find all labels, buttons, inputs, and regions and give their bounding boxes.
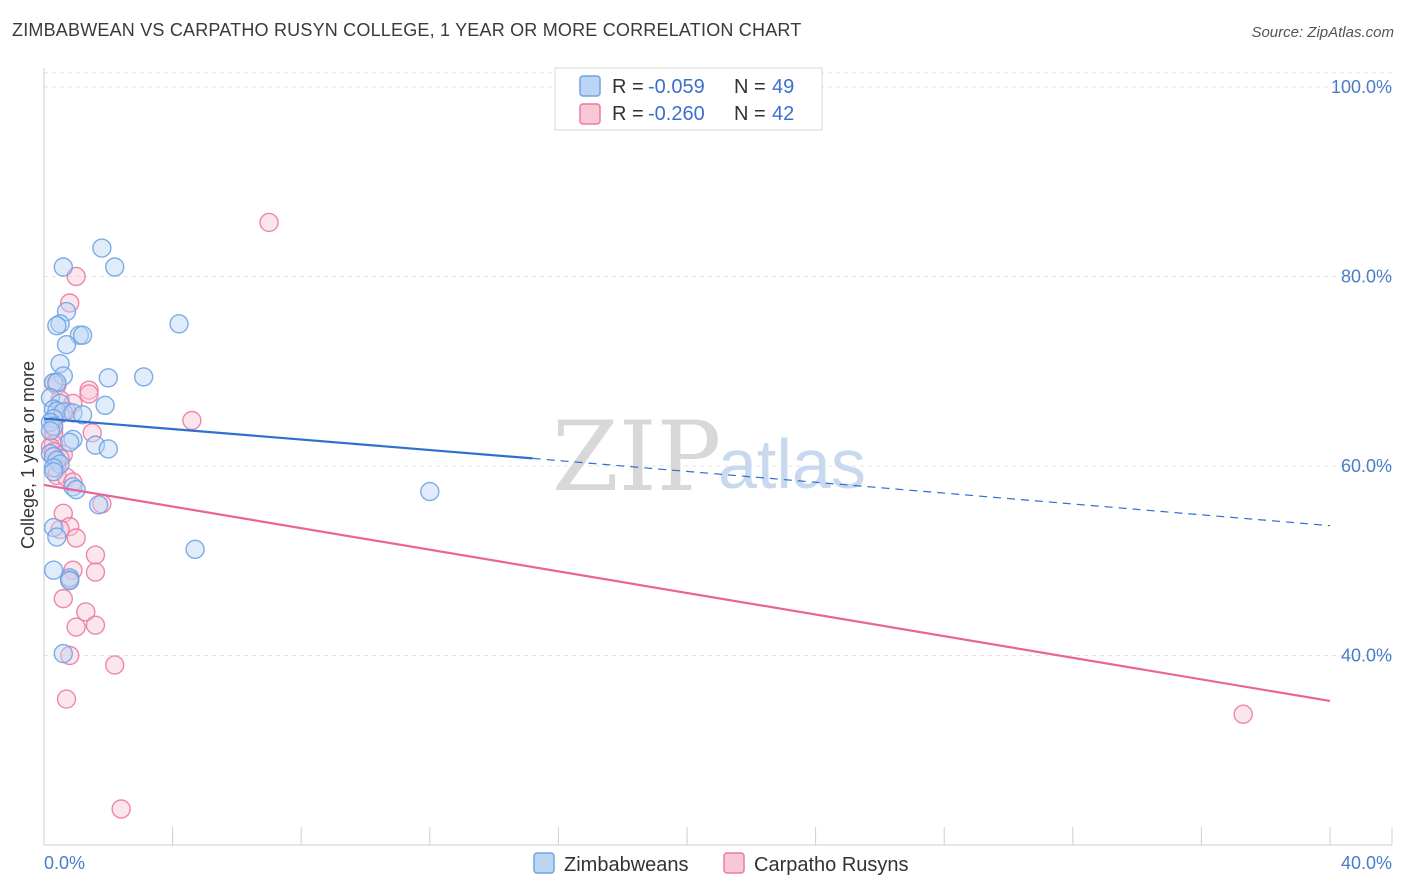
zimbabweans-trend-extension <box>532 457 1331 527</box>
y-tick-label: 40.0% <box>1341 645 1392 665</box>
watermark: ZIP atlas <box>552 401 866 513</box>
legend-n-value-pink: 42 <box>772 103 794 125</box>
carpatho-rusyns-point <box>1233 704 1253 724</box>
zimbabweans-point <box>185 539 205 560</box>
legend-swatch-pink <box>579 103 601 125</box>
carpatho-rusyns-point <box>66 617 86 637</box>
carpatho-rusyns-point <box>43 423 64 443</box>
zimbabweans-point <box>50 314 70 334</box>
zimbabweans-point <box>53 643 73 664</box>
carpatho-rusyns-point <box>85 545 106 565</box>
series-legend[interactable]: Zimbabweans Carpatho Rusyns <box>533 852 909 876</box>
legend-n-label-pink: N = <box>734 103 766 125</box>
carpatho-rusyns-point <box>56 689 77 709</box>
zimbabweans-point <box>47 527 67 547</box>
x-tick-label: 40.0% <box>1341 853 1392 873</box>
series-legend-swatch-carpatho-rusyns <box>723 852 745 874</box>
carpatho-rusyns-point <box>105 655 125 675</box>
series-legend-swatch-zimbabweans <box>533 852 555 874</box>
legend-r-value-pink: -0.260 <box>648 103 705 125</box>
zimbabweans-point <box>92 238 112 258</box>
carpatho-rusyns-point <box>85 562 106 582</box>
zimbabweans-trend-line <box>43 417 533 460</box>
gridlines <box>44 72 1392 656</box>
carpatho-rusyns-point <box>85 615 106 635</box>
y-tick-label: 100.0% <box>1331 77 1392 97</box>
zimbabweans-point <box>56 301 77 322</box>
legend-r-label-pink: R = <box>612 103 644 125</box>
zimbabweans-point <box>95 395 115 416</box>
series-legend-label-zimbabweans: Zimbabweans <box>564 854 689 876</box>
zimbabweans-point <box>98 439 119 459</box>
carpatho-rusyns-point <box>111 799 131 819</box>
carpatho-rusyns-point <box>182 410 202 431</box>
zimbabweans-point <box>60 432 80 452</box>
zimbabweans-point <box>53 257 73 277</box>
carpatho-rusyns-point <box>66 266 86 287</box>
watermark-zip: ZIP <box>552 401 721 513</box>
carpatho-rusyns-point <box>53 588 73 609</box>
y-tick-label: 60.0% <box>1341 456 1392 476</box>
y-axis-title: College, 1 year or more <box>18 361 38 549</box>
zimbabweans-point <box>169 314 189 334</box>
zimbabweans-point <box>60 570 80 591</box>
zimbabweans-point <box>40 421 61 441</box>
watermark-atlas: atlas <box>718 425 866 503</box>
trend-lines <box>43 417 1331 703</box>
carpatho-rusyns-point <box>76 602 96 622</box>
zimbabweans-point <box>420 481 440 502</box>
legend-n-value-blue: 49 <box>772 76 794 98</box>
x-tick-labels: 0.0% 40.0% <box>44 853 1392 873</box>
zimbabweans-point <box>63 429 83 450</box>
carpatho-rusyns-point <box>82 423 102 443</box>
carpatho-rusyns-trend-line <box>43 483 1331 703</box>
legend-r-value-blue: -0.059 <box>648 76 705 98</box>
carpatho-rusyns-point <box>259 212 279 233</box>
y-tick-labels: 40.0% 60.0% 80.0% 100.0% <box>1331 77 1392 666</box>
carpatho-rusyns-point <box>66 528 86 548</box>
source-credit: Source: ZipAtlas.com <box>1251 24 1394 41</box>
zimbabweans-point <box>98 368 119 388</box>
x-tick-label: 0.0% <box>44 853 85 873</box>
y-tick-label: 80.0% <box>1341 266 1392 286</box>
zimbabweans-point <box>47 316 67 336</box>
zimbabweans-point <box>105 257 125 277</box>
zimbabweans-point <box>88 495 109 515</box>
zimbabweans-point <box>43 461 64 482</box>
zimbabweans-points <box>40 238 440 664</box>
zimbabweans-point <box>50 353 70 374</box>
zimbabweans-point <box>72 325 93 345</box>
chart-title: ZIMBABWEAN VS CARPATHO RUSYN COLLEGE, 1 … <box>12 20 802 40</box>
legend-swatch-blue <box>579 75 601 97</box>
stats-legend: R = -0.059 N = 49 R = -0.260 N = 42 <box>554 67 823 131</box>
legend-n-label-blue: N = <box>734 76 766 98</box>
carpatho-rusyns-point <box>79 384 99 404</box>
series-legend-label-carpatho-rusyns: Carpatho Rusyns <box>754 854 909 876</box>
legend-r-label-blue: R = <box>612 76 644 98</box>
zimbabweans-point <box>56 334 77 355</box>
zimbabweans-point <box>43 560 64 580</box>
zimbabweans-point <box>133 367 154 387</box>
zimbabweans-point <box>72 405 93 425</box>
